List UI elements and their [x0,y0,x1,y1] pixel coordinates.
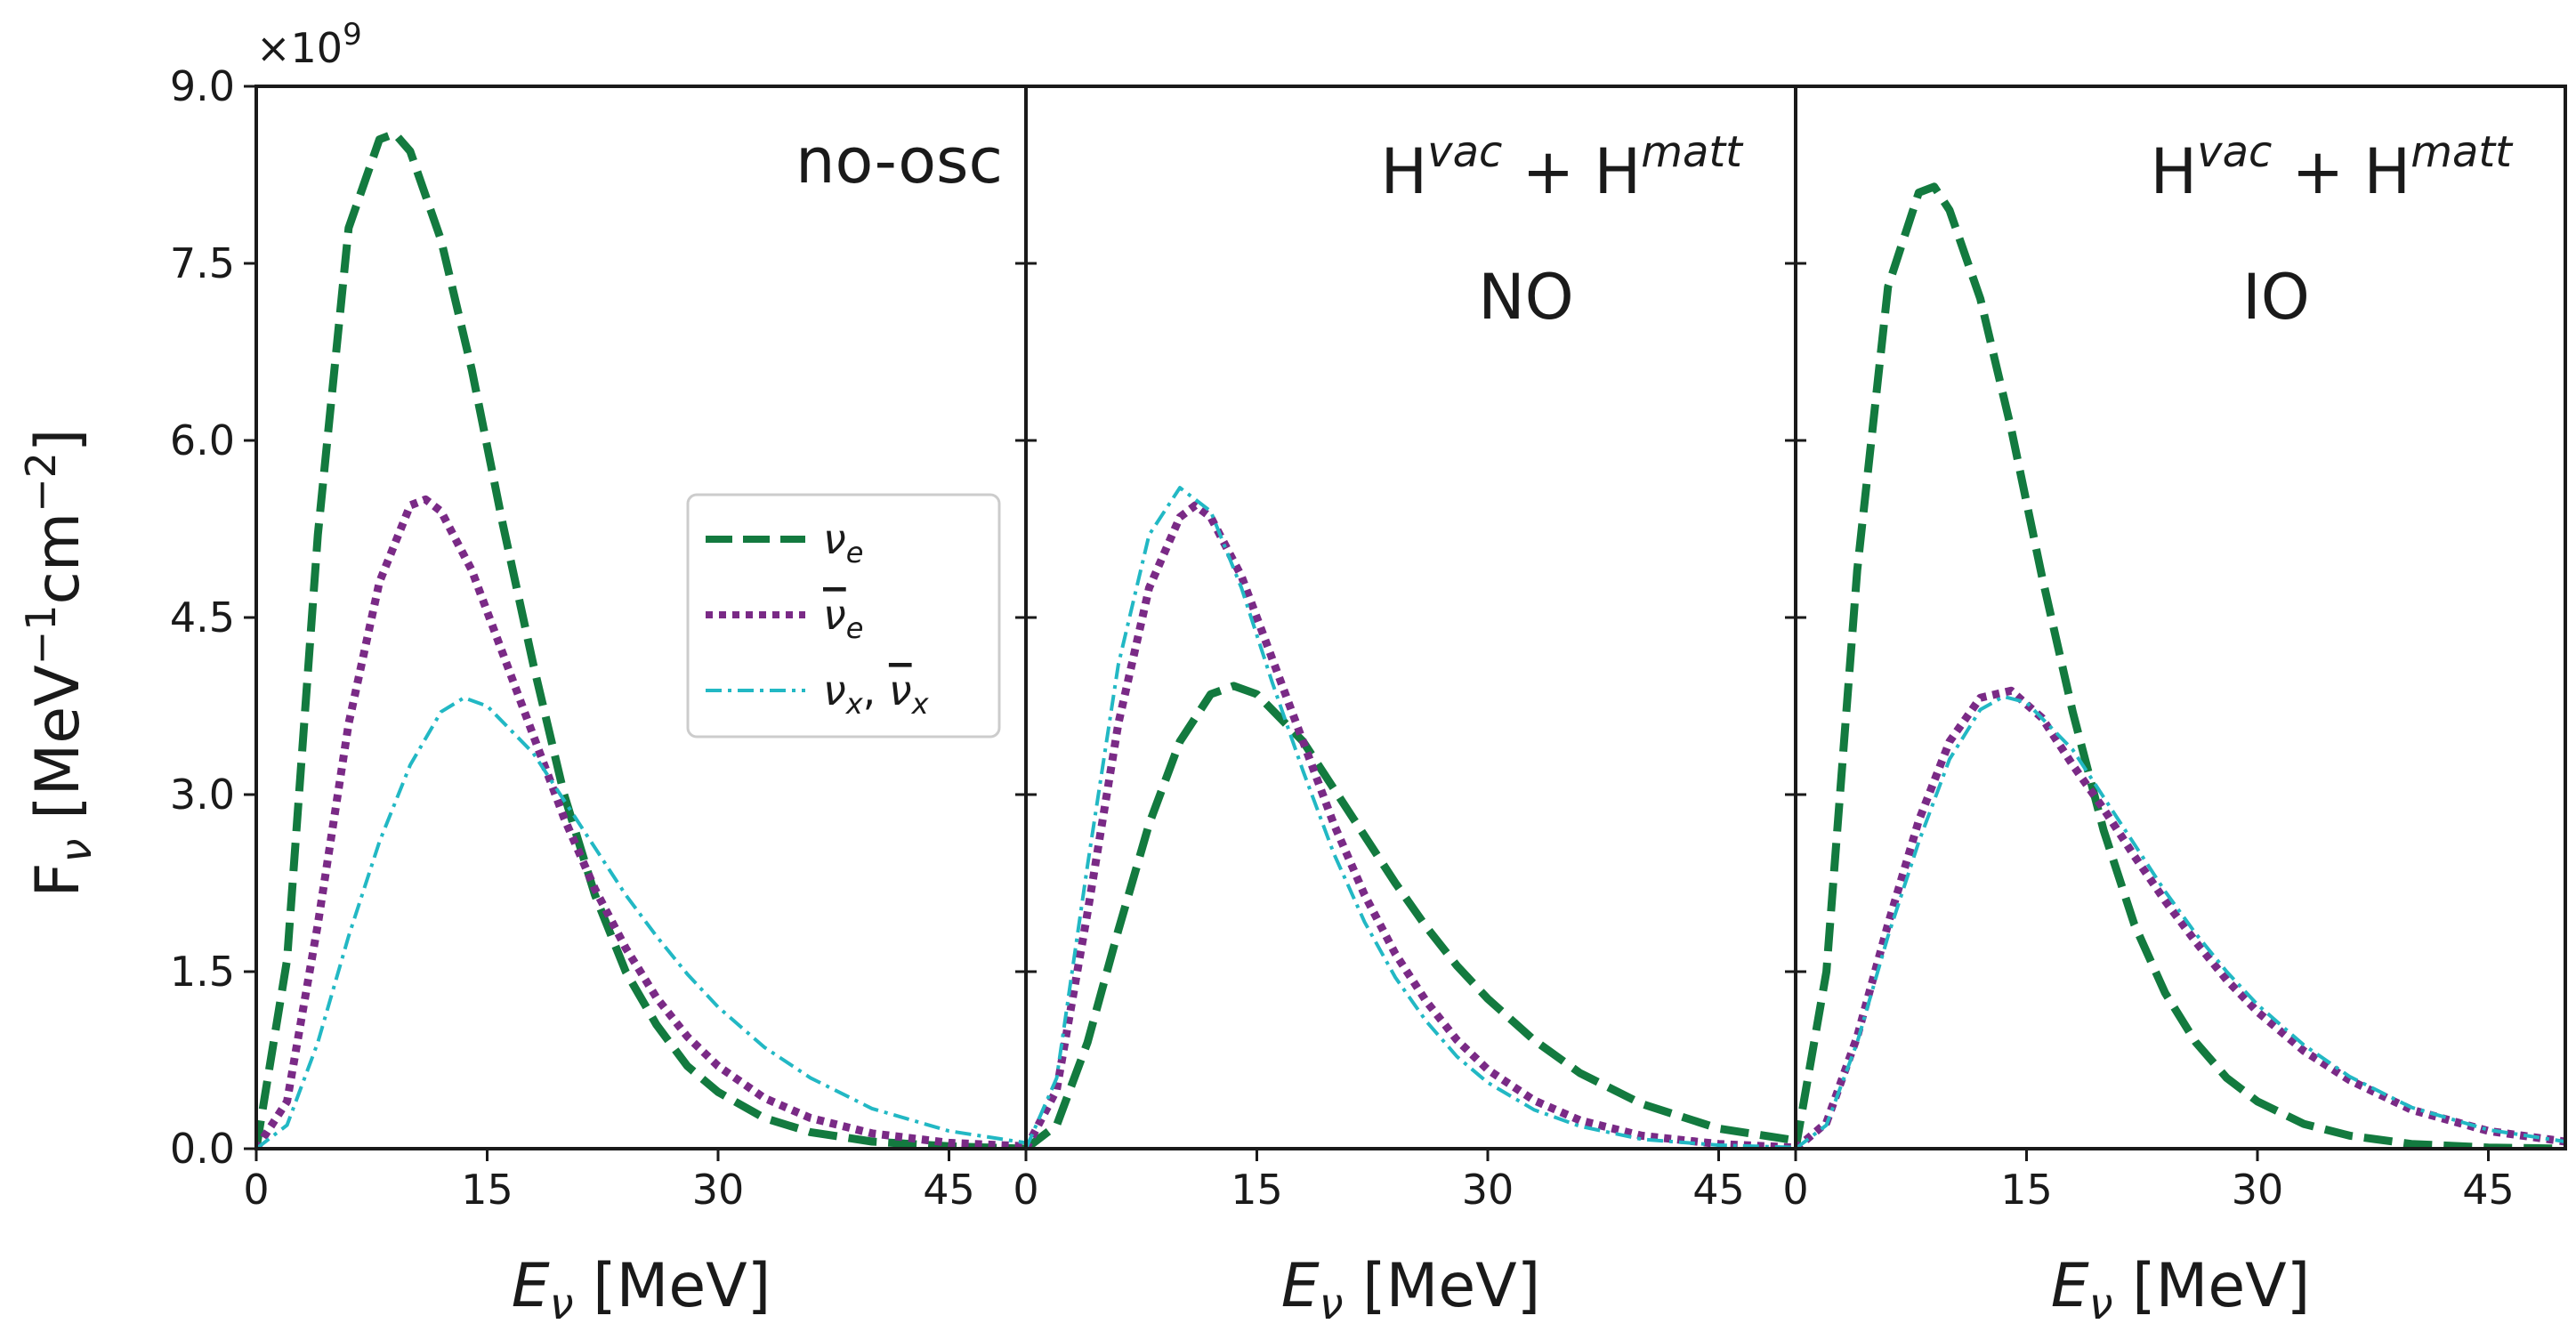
y-tick-label-1.5: 1.5 [170,948,235,996]
x-tick-label-no-osc-0: 0 [243,1166,269,1214]
series-line-nu_x-no-osc [256,696,1026,1149]
x-tick-label-no-30: 30 [1462,1166,1514,1214]
panel-label-io: Hvac + Hmatt [2151,127,2515,208]
legend-label-nu-e: νe [823,515,863,569]
y-tick-label-7.5: 7.5 [170,239,235,287]
series-line-nubar_e-no [1026,501,1796,1149]
x-tick-label-io-45: 45 [2462,1166,2515,1214]
x-tick-label-io-15: 15 [2000,1166,2053,1214]
x-axis-title-io: Eν [MeV] [2051,1251,2310,1329]
x-tick-label-io-0: 0 [1782,1166,1808,1214]
x-axis-title-no: Eν [MeV] [1281,1251,1540,1329]
legend-box [686,493,1001,739]
panel-no-osc: 0 15 30 45 0.0 1.5 3.0 4.5 6.0 7.5 9.0 Eν [MeV] no-o… [170,62,1028,1329]
panel-frame-io [1794,85,2567,1150]
x-tick-label-no-45: 45 [1692,1166,1745,1214]
series-group-io [1796,182,2565,1149]
legend-label-nubar-e: νe [823,591,863,645]
panels: 0 15 30 45 0.0 1.5 3.0 4.5 6.0 7.5 9.0 Eν [MeV] no-o… [170,62,2567,1329]
series-line-nu_e-io [1796,182,2565,1149]
legend-label-nu-x: νx, νx [823,666,930,721]
series-line-nu_x-io [1796,694,2565,1149]
series-line-nu_x-no [1026,486,1796,1149]
panel-ordering-io: IO [2242,261,2310,334]
x-axis-title-no-osc: Eν [MeV] [512,1251,771,1329]
y-tick-label-3.0: 3.0 [170,771,235,819]
legend: νe νe νx, νx [686,493,1001,739]
series-group-no [1026,486,1796,1149]
panel-frame-no [1024,85,1797,1150]
series-group-no-osc [256,129,1026,1149]
y-tick-label-6.0: 6.0 [170,416,235,464]
y-multiplier: ×109 [256,17,362,72]
panel-label-no: Hvac + Hmatt [1381,127,1745,208]
y-axis-title: Fν [MeV−1cm−2] [17,429,101,898]
panel-no: 0 15 30 45 Eν [MeV] Hvac + Hmatt NO [1013,85,1797,1329]
series-line-nubar_e-no-osc [256,495,1026,1149]
y-tick-label-4.5: 4.5 [170,593,235,642]
x-tick-label-no-osc-15: 15 [461,1166,513,1214]
x-tick-label-no-osc-30: 30 [692,1166,745,1214]
panel-ordering-no: NO [1478,261,1573,334]
x-tick-label-no-0: 0 [1013,1166,1038,1214]
series-line-nu_e-no [1026,682,1796,1149]
y-tick-label-0.0: 0.0 [170,1125,235,1173]
x-tick-label-io-30: 30 [2232,1166,2284,1214]
panel-io: 0 15 30 45 Eν [MeV] Hvac + Hmatt IO [1782,85,2567,1329]
series-line-nubar_e-io [1796,686,2565,1149]
x-tick-label-no-osc-45: 45 [923,1166,975,1214]
panel-label-no-osc: no-osc [795,125,1003,198]
series-line-nu_e-no-osc [256,129,1026,1149]
y-tick-label-9.0: 9.0 [170,62,235,110]
x-tick-label-no-15: 15 [1231,1166,1283,1214]
